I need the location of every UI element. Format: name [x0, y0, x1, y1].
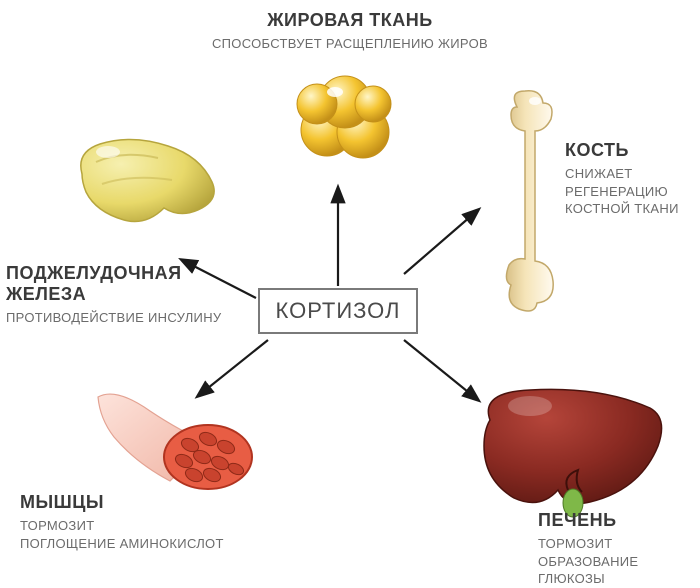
bone-desc: СНИЖАЕТРЕГЕНЕРАЦИЮКОСТНОЙ ТКАНИ: [565, 165, 700, 218]
muscle-desc: ТОРМОЗИТПОГЛОЩЕНИЕ АМИНОКИСЛОТ: [20, 517, 260, 552]
pancreas-title: ПОДЖЕЛУДОЧНАЯ ЖЕЛЕЗА: [6, 263, 241, 305]
liver-desc: ТОРМОЗИТОБРАЗОВАНИЕ ГЛЮКОЗЫ: [538, 535, 700, 588]
bone-illustration: [495, 85, 565, 315]
muscle-node: МЫШЦЫ ТОРМОЗИТПОГЛОЩЕНИЕ АМИНОКИСЛОТ: [20, 492, 260, 552]
fat-desc: СПОСОБСТВУЕТ РАСЩЕПЛЕНИЮ ЖИРОВ: [200, 35, 500, 53]
bone-node: КОСТЬ СНИЖАЕТРЕГЕНЕРАЦИЮКОСТНОЙ ТКАНИ: [565, 140, 700, 218]
muscle-illustration: [90, 385, 260, 495]
liver-node: ПЕЧЕНЬ ТОРМОЗИТОБРАЗОВАНИЕ ГЛЮКОЗЫ: [538, 510, 700, 588]
bone-title: КОСТЬ: [565, 140, 700, 161]
liver-title: ПЕЧЕНЬ: [538, 510, 700, 531]
center-label: КОРТИЗОЛ: [276, 298, 401, 324]
liver-illustration: [470, 380, 670, 520]
muscle-title: МЫШЦЫ: [20, 492, 260, 513]
fat-tissue-node: ЖИРОВАЯ ТКАНЬ СПОСОБСТВУЕТ РАСЩЕПЛЕНИЮ Ж…: [200, 10, 500, 53]
pancreas-desc: ПРОТИВОДЕЙСТВИЕ ИНСУЛИНУ: [6, 309, 241, 327]
pancreas-illustration: [72, 130, 222, 240]
fat-title: ЖИРОВАЯ ТКАНЬ: [200, 10, 500, 31]
center-box: КОРТИЗОЛ: [258, 288, 418, 334]
fat-tissue-illustration: [285, 62, 405, 172]
pancreas-node: ПОДЖЕЛУДОЧНАЯ ЖЕЛЕЗА ПРОТИВОДЕЙСТВИЕ ИНС…: [6, 263, 241, 327]
